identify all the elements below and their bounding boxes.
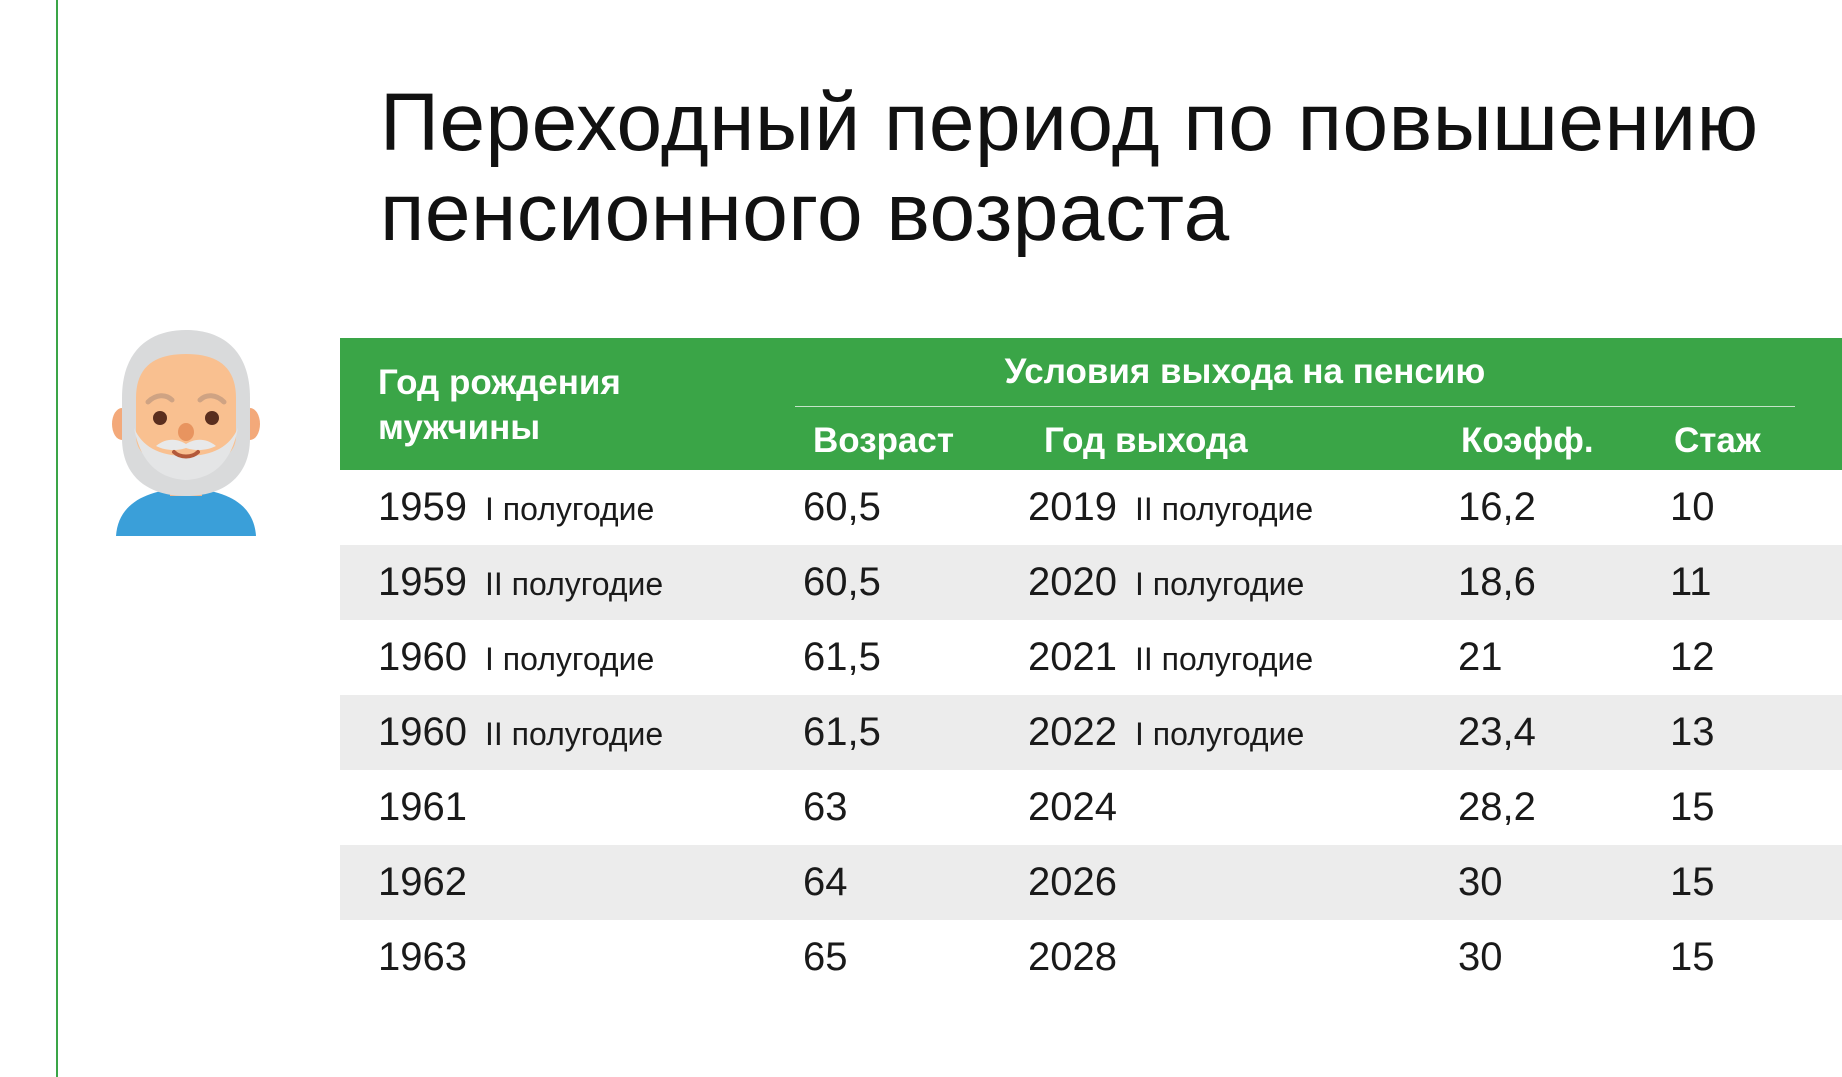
table-row: 1960 I полугодие 61,5 2021 II полугодие 21…	[340, 620, 1842, 695]
header-coeff: Коэфф.	[1461, 421, 1594, 460]
out-half: I полугодие	[1134, 566, 1305, 602]
birth-year: 1960	[378, 710, 467, 754]
table-row: 1963 65 2028 30 15	[340, 920, 1842, 995]
age-cell: 65	[803, 935, 848, 979]
coeff-cell: 30	[1458, 860, 1503, 904]
table-row: 1960 II полугодие 61,5 2022 I полугодие 23…	[340, 695, 1842, 770]
elderly-man-icon	[112, 328, 260, 536]
age-cell: 61,5	[803, 635, 881, 679]
header-birth-year: Год рождения мужчины	[378, 363, 621, 447]
out-year: 2019	[1028, 485, 1117, 529]
table-row: 1959 II полугодие 60,5 2020 I полугодие 18…	[340, 545, 1842, 620]
birth-year: 1962	[378, 860, 467, 904]
birth-year: 1961	[378, 785, 467, 829]
tenure-cell: 15	[1670, 785, 1715, 829]
age-cell: 60,5	[803, 485, 881, 529]
coeff-cell: 18,6	[1458, 560, 1536, 604]
coeff-cell: 28,2	[1458, 785, 1536, 829]
header-tenure: Стаж	[1674, 421, 1761, 460]
age-cell: 63	[803, 785, 848, 829]
birth-half: II полугодие	[484, 716, 664, 752]
table-row: 1961 63 2024 28,2 15	[340, 770, 1842, 845]
header-year-out: Год выхода	[1044, 421, 1248, 460]
out-year: 2022	[1028, 710, 1117, 754]
out-year: 2026	[1028, 860, 1117, 904]
retirement-table: Год рождения мужчины Условия выхода на п…	[340, 338, 1842, 995]
out-half: II полугодие	[1134, 491, 1314, 527]
table-header: Год рождения мужчины Условия выхода на п…	[340, 338, 1842, 470]
table-row: 1959 I полугодие 60,5 2019 II полугодие 16…	[340, 470, 1842, 545]
birth-half: I полугодие	[484, 641, 655, 677]
birth-half: I полугодие	[484, 491, 655, 527]
out-year: 2028	[1028, 935, 1117, 979]
out-year: 2024	[1028, 785, 1117, 829]
page-title: Переходный период по повышению пенсионно…	[380, 77, 1759, 258]
coeff-cell: 23,4	[1458, 710, 1536, 754]
birth-year: 1960	[378, 635, 467, 679]
coeff-cell: 16,2	[1458, 485, 1536, 529]
out-half: II полугодие	[1134, 641, 1314, 677]
header-divider	[795, 406, 1795, 407]
header-age: Возраст	[813, 421, 955, 460]
age-cell: 60,5	[803, 560, 881, 604]
tenure-cell: 15	[1670, 860, 1715, 904]
coeff-cell: 30	[1458, 935, 1503, 979]
tenure-cell: 15	[1670, 935, 1715, 979]
birth-year: 1959	[378, 485, 467, 529]
header-conditions: Условия выхода на пенсию	[1004, 352, 1486, 391]
tenure-cell: 10	[1670, 485, 1715, 529]
out-year: 2020	[1028, 560, 1117, 604]
left-accent-line	[56, 0, 58, 1077]
tenure-cell: 13	[1670, 710, 1715, 754]
out-half: I полугодие	[1134, 716, 1305, 752]
tenure-cell: 12	[1670, 635, 1715, 679]
out-year: 2021	[1028, 635, 1117, 679]
birth-year: 1963	[378, 935, 467, 979]
table-row: 1962 64 2026 30 15	[340, 845, 1842, 920]
birth-year: 1959	[378, 560, 467, 604]
age-cell: 61,5	[803, 710, 881, 754]
coeff-cell: 21	[1458, 635, 1503, 679]
tenure-cell: 11	[1670, 560, 1712, 604]
age-cell: 64	[803, 860, 848, 904]
birth-half: II полугодие	[484, 566, 664, 602]
